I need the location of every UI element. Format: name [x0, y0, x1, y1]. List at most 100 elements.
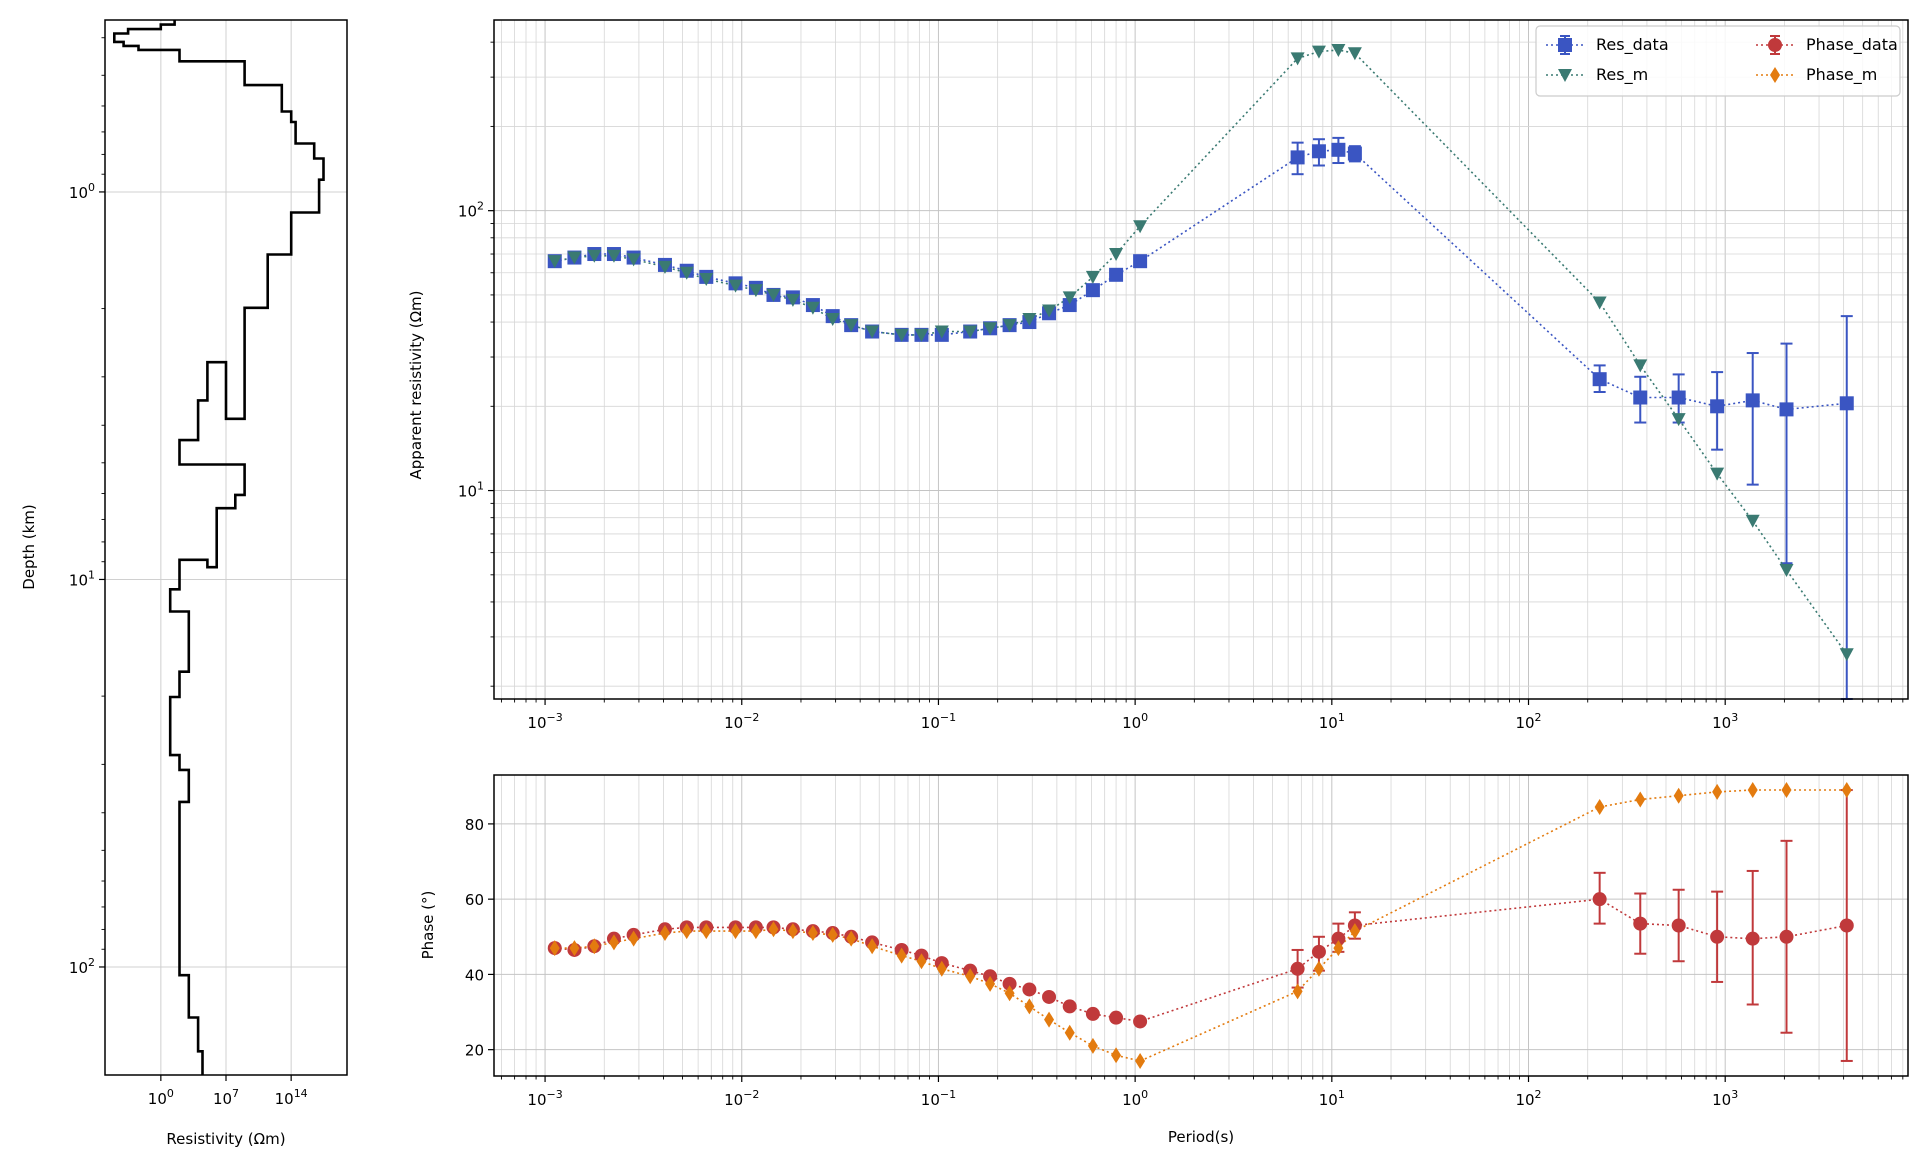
res-m-point	[934, 325, 949, 339]
phase-x-tick-label-base: 10	[724, 1091, 743, 1109]
phase-x-tick-label: 10−1	[921, 1088, 956, 1109]
phase-m-point	[730, 923, 741, 940]
phase-plot-area	[547, 782, 1854, 1069]
depth-grid	[105, 20, 347, 1075]
phase-m-point	[768, 921, 779, 938]
res-m-point	[626, 253, 641, 267]
phase-axes-frame	[493, 774, 1909, 1077]
phase-data-point	[1745, 931, 1760, 946]
legend-phase-m-marker	[1770, 67, 1780, 83]
res-m-point	[679, 266, 694, 280]
res-m-point	[785, 293, 800, 307]
resistivity-y-tick-label: 101	[458, 480, 484, 501]
phase-m-point	[936, 960, 947, 977]
res-m-point	[844, 319, 859, 333]
phase-m-point	[1841, 782, 1852, 799]
depth-x-tick-label-base: 10	[275, 1090, 294, 1108]
depth-x-tick-label-exponent: 14	[294, 1087, 308, 1100]
depth-x-tick-label-base: 10	[213, 1090, 232, 1108]
res-m-point	[1710, 467, 1725, 481]
res-m-point	[1002, 319, 1017, 333]
phase-x-tick-label-exponent: 1	[1338, 1088, 1345, 1101]
res-data-point	[1671, 390, 1686, 405]
phase-m-point	[827, 926, 838, 943]
resistivity-depth-profile-line	[113, 20, 325, 1075]
legend-res-data-marker	[1558, 38, 1572, 52]
phase-m-point	[569, 940, 580, 957]
res-m-point	[894, 328, 909, 342]
res-data-point	[1133, 254, 1148, 269]
phase-x-tick-label-exponent: −1	[940, 1088, 956, 1101]
phase-x-tick-label-exponent: 0	[1141, 1088, 1148, 1101]
phase-m-point	[750, 923, 761, 940]
phase-x-tick-label-base: 10	[1515, 1091, 1534, 1109]
res-m-point	[1022, 313, 1037, 327]
res-data-point	[1085, 283, 1100, 298]
resistivity-x-tick-label-base: 10	[921, 714, 940, 732]
res-m-point	[825, 313, 840, 327]
legend-phase-data-label: Phase_data	[1806, 35, 1898, 55]
res-m-point	[1085, 270, 1100, 284]
resistivity-x-tick-label: 10−2	[724, 711, 759, 732]
legend-res-data-label: Res_data	[1596, 35, 1669, 55]
phase-m-point	[1064, 1024, 1075, 1041]
phase-m-point	[916, 953, 927, 970]
phase-m-point	[1135, 1052, 1146, 1069]
phase-m-point	[1292, 983, 1303, 1000]
res-data-point	[1109, 267, 1124, 282]
phase-data-point	[1671, 918, 1686, 933]
resistivity-y-tick-label-exponent: 1	[477, 480, 484, 493]
resistivity-x-tick-label: 103	[1712, 711, 1738, 732]
depth-x-axis-label: Resistivity (Ωm)	[166, 1130, 285, 1148]
phase-m-point	[1111, 1047, 1122, 1064]
phase-m-point	[1594, 798, 1605, 815]
resistivity-x-tick-label: 101	[1319, 711, 1345, 732]
resistivity-x-tick-label-exponent: 0	[1141, 711, 1148, 724]
phase-m-point	[867, 938, 878, 955]
resistivity-x-tick-label-exponent: 3	[1731, 711, 1738, 724]
depth-y-tick-label: 102	[69, 956, 95, 977]
phase-y-tick-label: 80	[465, 816, 484, 834]
depth-y-tick-label-exponent: 0	[88, 181, 95, 194]
phase-x-tick-label-base: 10	[921, 1091, 940, 1109]
phase-data-point	[1002, 976, 1017, 991]
phase-m-point	[628, 930, 639, 947]
phase-x-ticks: 10−3 10−2 10−1 100 101 102 103	[500, 1076, 1904, 1109]
resistivity-y-tick-label-base: 10	[458, 483, 477, 501]
res-m-point	[766, 288, 781, 302]
phase-m-point	[1747, 782, 1758, 799]
resistivity-x-tick-label-base: 10	[1515, 714, 1534, 732]
res-m-point	[1331, 44, 1346, 58]
res-m-point	[1109, 248, 1124, 262]
phase-data-point	[1290, 961, 1305, 976]
res-m-point	[1745, 514, 1760, 528]
res-m-point	[1290, 52, 1305, 66]
resistivity-x-tick-label-exponent: −1	[940, 711, 956, 724]
res-data-point	[1779, 402, 1794, 417]
resistivity-x-tick-label: 10−1	[921, 711, 956, 732]
phase-data-point	[1311, 944, 1326, 959]
res-data-point	[1331, 142, 1346, 157]
phase-x-tick-label-exponent: −2	[743, 1088, 759, 1101]
phase-x-tick-label-exponent: 3	[1731, 1088, 1738, 1101]
res-m-point	[1592, 296, 1607, 310]
resistivity-x-tick-label-base: 10	[1712, 714, 1731, 732]
depth-plot-area	[113, 20, 325, 1075]
res-m-point	[1133, 220, 1148, 234]
resistivity-x-tick-label-exponent: −3	[547, 711, 563, 724]
phase-x-tick-label: 10−3	[527, 1088, 562, 1109]
res-m-point	[587, 249, 602, 263]
phase-x-axis-label: Period(s)	[1168, 1128, 1234, 1146]
phase-data-point	[1331, 931, 1346, 946]
resistivity-y-tick-label-base: 10	[458, 203, 477, 221]
phase-x-tick-label-base: 10	[527, 1091, 546, 1109]
phase-m-point	[1024, 998, 1035, 1015]
depth-x-tick-label: 100	[148, 1087, 174, 1108]
phase-y-tick-label: 40	[465, 966, 484, 984]
phase-data-point	[1133, 1014, 1148, 1029]
phase-m-point	[1313, 960, 1324, 977]
depth-y-axis-label: Depth (km)	[20, 504, 38, 589]
